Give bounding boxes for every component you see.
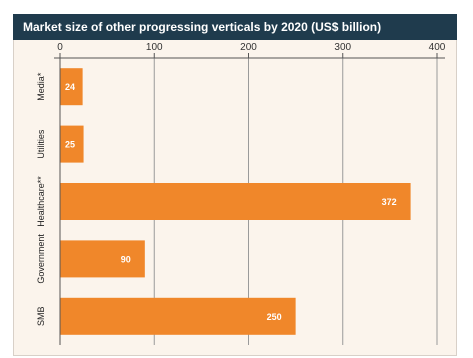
- x-tick-label: 100: [146, 42, 163, 53]
- y-category-label: Healthcare**: [36, 176, 46, 227]
- data-label: 25: [65, 140, 75, 150]
- chart-title: Market size of other progressing vertica…: [23, 20, 382, 34]
- data-label: 24: [65, 82, 75, 92]
- chart-header: Market size of other progressing vertica…: [13, 14, 457, 48]
- x-tick-label: 300: [334, 42, 351, 53]
- data-label: 90: [121, 254, 131, 264]
- bar: [60, 183, 411, 220]
- data-label: 250: [267, 312, 282, 322]
- y-category-label: Utilities: [36, 129, 46, 159]
- x-tick-label: 0: [57, 42, 63, 53]
- x-tick-label: 200: [240, 42, 257, 53]
- bar: [60, 297, 296, 335]
- bar: [60, 240, 145, 278]
- x-tick-label: 400: [429, 42, 446, 53]
- bar: [60, 68, 83, 106]
- y-category-label: Government: [36, 234, 46, 284]
- y-category-label: SMB: [36, 307, 46, 327]
- data-label: 372: [382, 197, 397, 207]
- y-category-label: Media*: [36, 72, 46, 101]
- bar: [60, 125, 84, 163]
